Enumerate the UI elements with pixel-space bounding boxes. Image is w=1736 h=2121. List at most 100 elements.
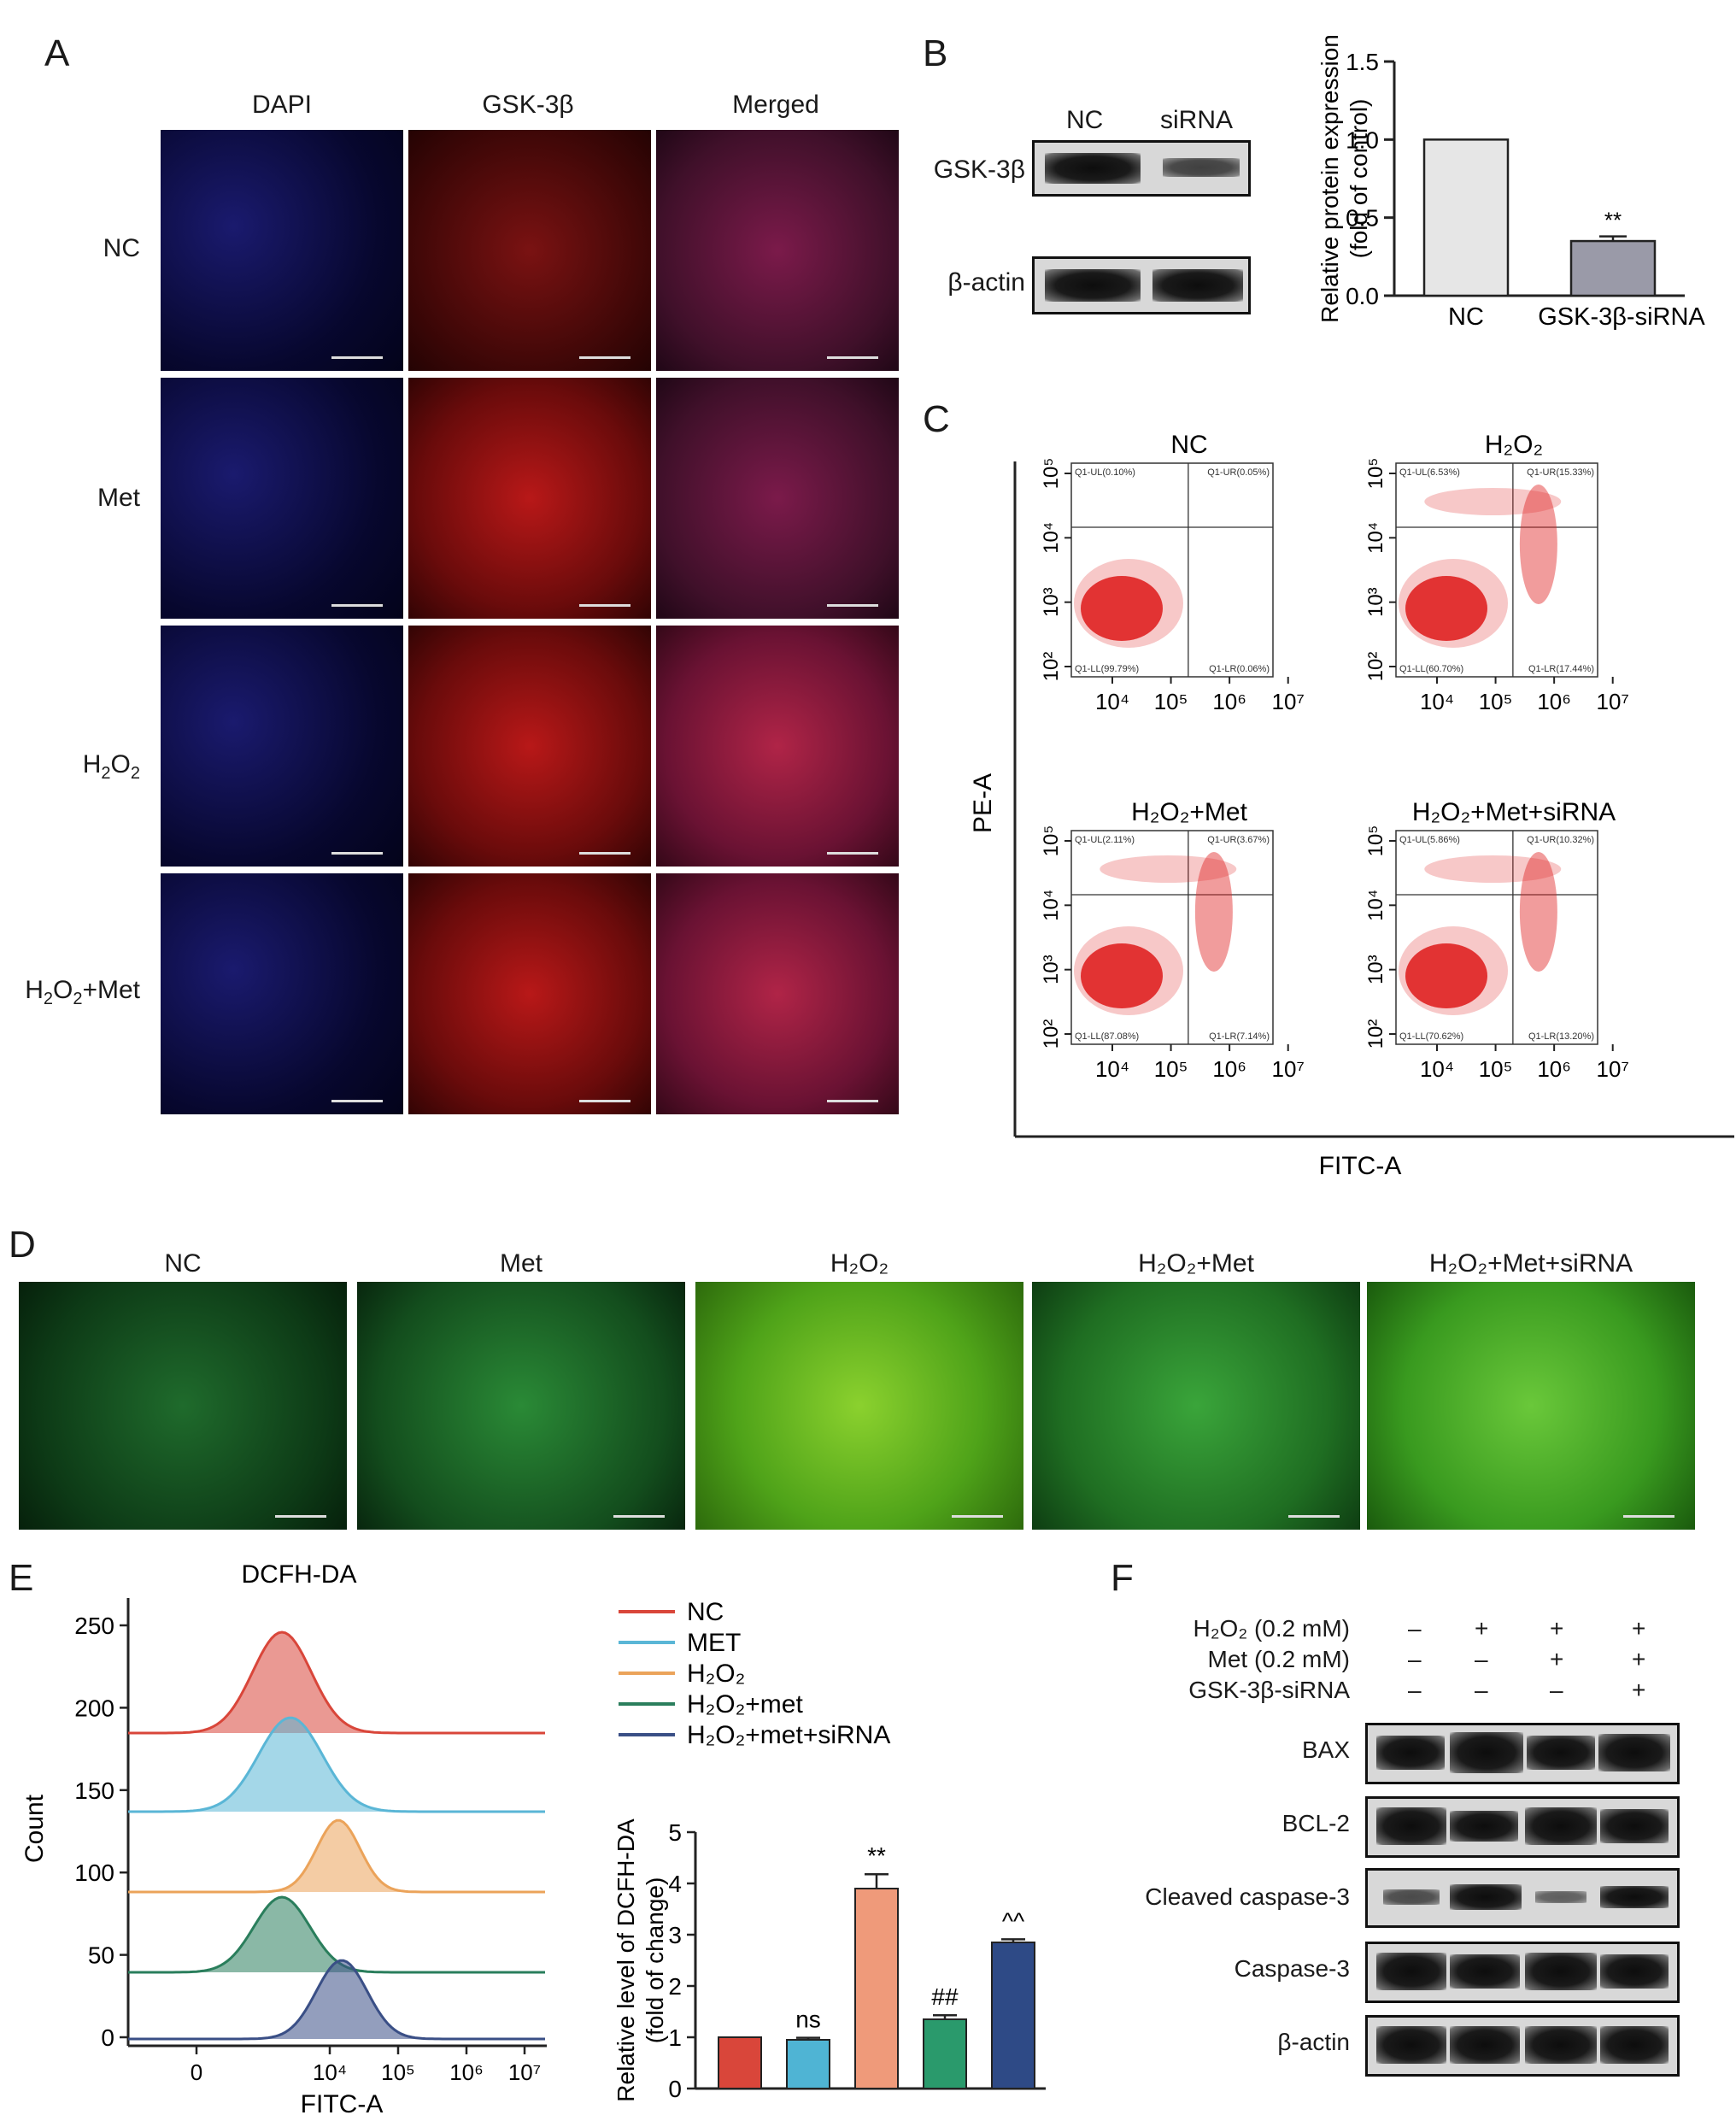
condition-sign: – [1475,1677,1488,1703]
e-hist-y-tick-label: 0 [101,2024,114,2051]
blot-b-row-actin: β-actin [947,268,1025,297]
e-hist-y-tick-label: 250 [74,1613,114,1639]
panel-a-row-h2o2: H2O2 [82,750,140,783]
panel-c-label: C [923,398,950,440]
chart-b-bar: 0.0 0.5 1.0 1.5 NC ** GSK-3β-siRNA Relative pro… [1317,34,1705,331]
c-x-tick-label: 10⁴ [1095,1056,1129,1082]
c-x-tick-label: 10⁷ [1272,1056,1305,1082]
e-bar [923,2018,967,2089]
micrograph-met-dapi [161,378,403,619]
condition-sign: + [1632,1615,1646,1642]
c-y-tick-label: 10² [1364,1019,1387,1049]
micrograph-met-gsk [408,378,651,619]
panel-a-col-gsk: GSK-3β [482,91,574,119]
panel-d-col-met: Met [499,1249,542,1278]
micrograph-h2o2-met-merged [656,873,899,1114]
micrograph-met-merged [656,378,899,619]
blot-f-row-bax: BAX [1301,1736,1350,1763]
c-q-ll: Q1-LL(99.79%) [1075,664,1139,674]
b-y-tick-label: 1.0 [1346,126,1379,153]
micrograph-nc-dapi [161,130,403,371]
blot-f-bcl2 [1365,1796,1680,1858]
blot-f-actin [1365,2015,1680,2077]
c-cell-cluster [1081,943,1163,1008]
e-bar-y-tick-label: 3 [668,1922,682,1948]
c-y-tick-label: 10³ [1364,587,1387,617]
c-cell-halo [1074,926,1183,1015]
e-hist-y-label: Count [21,1794,49,1863]
c-q-ul: Q1-UL(2.11%) [1075,835,1135,845]
c-x-tick-label: 10⁶ [1537,689,1571,714]
c-x-tick-label: 10⁴ [1420,689,1454,714]
blot-f-caspase [1365,1942,1680,2003]
blot-b-row-gsk: GSK-3β [933,156,1025,184]
e-hist-line [128,1959,545,2041]
c-ul-population [1424,488,1562,515]
c-ul-population [1100,855,1237,883]
c-x-tick-label: 10⁷ [1597,689,1629,714]
b-y-tick-label: 1.5 [1346,49,1379,75]
micrograph-h2o2-met-dapi [161,873,403,1114]
c-x-tick-label: 10⁴ [1420,1056,1454,1082]
c-y-tick-label: 10⁴ [1364,890,1387,921]
b-y-label-line2: (fold of control) [1346,99,1372,259]
e-hist-y-tick-label: 150 [74,1777,114,1804]
e-hist-x-tick-label: 10⁶ [449,2059,484,2085]
c-x-tick-label: 10⁶ [1537,1056,1571,1082]
micrograph-d-nc [19,1282,347,1530]
micrograph-d-h2o2 [695,1282,1023,1530]
panel-a-label: A [44,32,70,74]
c-q-ur: Q1-UR(15.33%) [1527,467,1594,478]
e-legend-label: H₂O₂+met [687,1690,803,1719]
b-bar [1569,239,1657,297]
c-plot-frame [1070,830,1274,1045]
e-hist-x-tick-label: 10⁴ [313,2059,347,2085]
c-y-tick-label: 10³ [1364,955,1387,984]
condition-sign: + [1550,1646,1564,1672]
e-bar-y-label-line2: (fold of change) [642,1877,668,2044]
panel-b-label: B [923,32,948,74]
micrograph-h2o2-dapi [161,626,403,867]
c-y-tick-label: 10⁵ [1364,825,1387,857]
c-ul-population [1424,855,1562,883]
c-q-lr: Q1-LR(0.06%) [1209,664,1270,674]
e-bar [991,1942,1035,2089]
c-y-tick-label: 10⁴ [1364,522,1387,554]
panel-e-label: E [9,1557,34,1599]
b-bar [1422,138,1510,297]
c-y-tick-label: 10³ [1040,587,1063,617]
blot-b-actin [1032,256,1251,314]
condition-sign: – [1408,1646,1422,1672]
e-hist-line [128,1716,545,1813]
b-y-tick-label: 0.5 [1346,205,1379,232]
blot-f-row-bcl2: BCL-2 [1281,1810,1350,1836]
panel-d-col-h2o2-met: H₂O₂+Met [1138,1249,1254,1278]
c-y-tick-label: 10² [1364,652,1387,682]
c-ur-population [1194,852,1233,972]
c-q-ll: Q1-LL(60.70%) [1399,664,1463,674]
c-x-tick-label: 10⁴ [1095,689,1129,714]
c-y-tick-label: 10⁴ [1040,890,1063,921]
c-q-ul: Q1-UL(5.86%) [1399,835,1460,845]
b-y-label-line1: Relative protein expression [1317,34,1343,323]
e-hist-area [128,1820,547,1892]
c-x-tick-label: 10⁶ [1212,1056,1246,1082]
blot-f-row-actin: β-actin [1277,2029,1350,2055]
c-y-label: PE-A [969,773,997,833]
condition-sign: + [1632,1646,1646,1672]
c-ur-population [1519,852,1557,972]
e-bar-y-tick-label: 4 [668,1871,682,1897]
e-bar-annotation: ** [867,1842,886,1869]
c-q-ur: Q1-UR(3.67%) [1207,835,1270,845]
panel-a-row-met: Met [97,484,140,512]
panel-d-col-h2o2: H₂O₂ [830,1249,889,1278]
cond-h2o2-label: H₂O₂ (0.2 mM) [1193,1615,1350,1642]
c-ur-population [1519,485,1557,604]
condition-sign: – [1475,1646,1488,1672]
c-q-lr: Q1-LR(7.14%) [1209,1031,1270,1042]
chart-e-histogram: DCFH-DA 250 200 150 100 50 0 Count 0 10⁴ 10⁵ 10⁶ 10⁷… [21,1564,547,2118]
micrograph-h2o2-merged [656,626,899,867]
e-bar [786,2039,830,2089]
micrograph-d-h2o2-met [1032,1282,1360,1530]
c-cell-cluster [1081,576,1163,641]
